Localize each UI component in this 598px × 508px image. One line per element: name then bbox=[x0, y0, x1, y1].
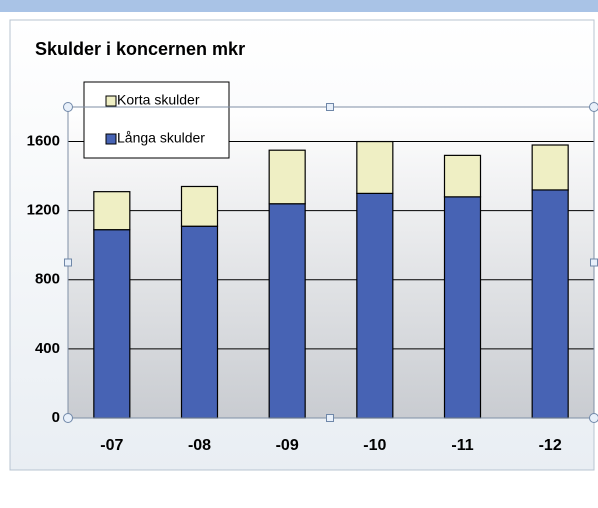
y-tick-label: 1600 bbox=[27, 133, 60, 150]
legend-swatch bbox=[105, 133, 117, 145]
top-bar bbox=[0, 0, 598, 12]
bar bbox=[180, 185, 219, 227]
y-tick-label: 800 bbox=[35, 271, 60, 288]
x-tick-label: -12 bbox=[539, 437, 562, 454]
x-tick-label: -09 bbox=[276, 437, 299, 454]
bar bbox=[180, 225, 219, 419]
handle bbox=[63, 102, 73, 112]
bar bbox=[93, 229, 131, 419]
bar bbox=[93, 191, 131, 231]
bar bbox=[531, 144, 569, 191]
bar bbox=[443, 154, 482, 198]
handle bbox=[64, 258, 72, 267]
bar bbox=[268, 149, 306, 205]
handle bbox=[326, 103, 334, 111]
chart-title: Skulder i koncernen mkr bbox=[35, 39, 245, 59]
y-tick-label: 1200 bbox=[27, 202, 60, 219]
legend-label: Långa skulder bbox=[117, 130, 205, 146]
bar bbox=[531, 189, 569, 419]
legend-box bbox=[83, 81, 230, 159]
plot-area bbox=[68, 107, 594, 418]
handle bbox=[589, 413, 598, 423]
handle bbox=[589, 102, 598, 112]
legend-swatch bbox=[105, 95, 117, 107]
bar bbox=[268, 203, 306, 419]
x-tick-label: -08 bbox=[188, 437, 211, 454]
bar bbox=[356, 140, 394, 194]
y-tick-label: 400 bbox=[35, 340, 60, 357]
x-tick-label: -10 bbox=[363, 437, 386, 454]
handle bbox=[590, 258, 598, 267]
x-tick-label: -11 bbox=[451, 437, 473, 454]
legend-label: Korta skulder bbox=[117, 92, 200, 108]
bar bbox=[356, 192, 394, 419]
handle bbox=[326, 414, 334, 422]
selection-handles bbox=[63, 102, 598, 423]
handle bbox=[63, 413, 73, 423]
x-tick-label: -07 bbox=[100, 437, 123, 454]
y-tick-label: 0 bbox=[52, 409, 60, 426]
bar bbox=[443, 196, 482, 419]
